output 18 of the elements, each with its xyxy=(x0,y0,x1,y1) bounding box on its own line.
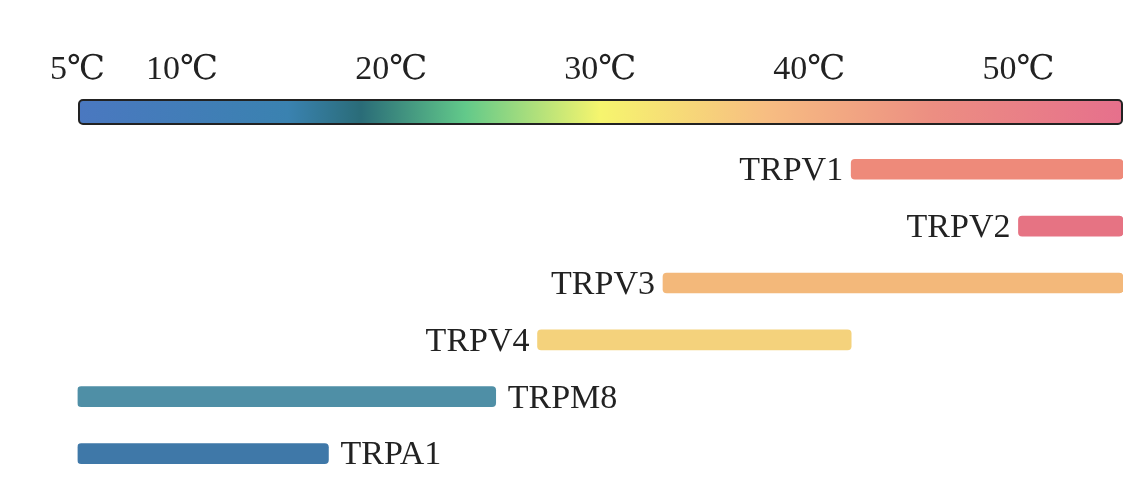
bar xyxy=(537,329,852,351)
bar xyxy=(662,272,1123,294)
x-tick-label: 50℃ xyxy=(982,49,1055,87)
y-tick-label: TRPV3 xyxy=(551,263,655,301)
y-tick-label: TRPV2 xyxy=(906,207,1011,245)
bar xyxy=(77,443,329,464)
y-tick-label: TRPM8 xyxy=(507,377,618,415)
x-tick-label: 5℃ xyxy=(49,49,106,87)
x-tick-label: 10℃ xyxy=(146,49,219,87)
bar xyxy=(1018,215,1123,237)
y-tick-label: TRPA1 xyxy=(340,434,442,472)
bar xyxy=(77,386,497,408)
x-tick-label: 20℃ xyxy=(355,49,428,87)
y-tick-label: TRPV4 xyxy=(425,320,530,358)
x-tick-label: 40℃ xyxy=(773,49,846,87)
x-tick-label: 30℃ xyxy=(564,49,637,87)
y-tick-label: TRPV1 xyxy=(739,150,844,188)
bar xyxy=(850,158,1123,180)
